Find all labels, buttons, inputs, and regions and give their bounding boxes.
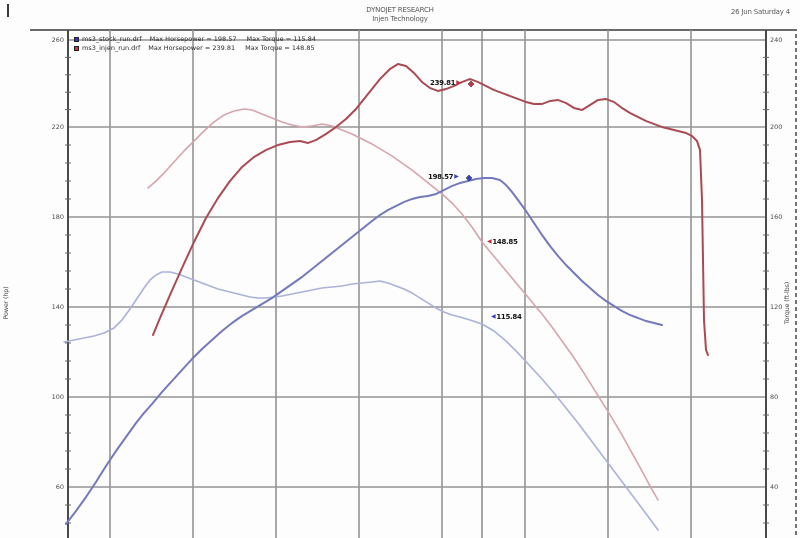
curve-horsepower-run-blue bbox=[65, 177, 663, 525]
right-axis-tick-label: 40 bbox=[770, 483, 779, 491]
header-datetime: 26 Jun Saturday 4 bbox=[730, 8, 790, 16]
right-axis-tick-label: 240 bbox=[770, 36, 783, 44]
left-axis-tick-label: 220 bbox=[51, 123, 64, 131]
legend-row: ms3_injen_run.drf Max Horsepower = 239.81… bbox=[74, 44, 326, 53]
curve-horsepower-run-red bbox=[152, 63, 709, 356]
cursor-value-text: 115.84 bbox=[496, 313, 522, 321]
page-title: DYNOJET RESEARCH bbox=[366, 6, 434, 14]
arrow-left-icon: ◀ bbox=[487, 238, 492, 245]
legend-swatch-icon bbox=[74, 46, 79, 51]
scan-edge-artifact bbox=[7, 4, 9, 17]
legend-run-filename: ms3_stock_run.drf bbox=[82, 35, 142, 43]
left-axis-tick-label: 140 bbox=[51, 303, 64, 311]
cursor-value-text: 198.57 bbox=[428, 173, 454, 181]
right-axis-tick-label: 80 bbox=[770, 393, 779, 401]
curve-torque-run-red bbox=[147, 108, 659, 501]
left-axis-title: Power (hp) bbox=[2, 286, 10, 320]
cursor-value-label: 239.81 ▶ bbox=[430, 79, 462, 87]
legend-row: ms3_stock_run.drf Max Horsepower = 198.57… bbox=[74, 35, 326, 44]
arrow-left-icon: ◀ bbox=[491, 313, 496, 320]
right-axis-tick-label: 200 bbox=[770, 123, 783, 131]
header-center: DYNOJET RESEARCH Injen Technology bbox=[0, 6, 800, 24]
page-subtitle: Injen Technology bbox=[372, 15, 428, 23]
legend-max-torque: Max Torque = 115.84 bbox=[246, 35, 316, 43]
cursor-marker-diamond bbox=[467, 80, 475, 88]
legend-max-horsepower: Max Horsepower = 198.57 bbox=[149, 35, 237, 43]
cursor-value-text: 239.81 bbox=[430, 79, 456, 87]
legend-run-filename: ms3_injen_run.drf bbox=[82, 44, 141, 52]
right-axis-tick-label: 120 bbox=[770, 303, 783, 311]
cursor-value-label: ◀ 115.84 bbox=[490, 313, 522, 321]
cursor-value-label: ◀ 148.85 bbox=[486, 238, 518, 246]
legend-max-horsepower: Max Horsepower = 239.81 bbox=[148, 44, 236, 52]
arrow-right-icon: ▶ bbox=[456, 79, 461, 86]
left-axis-tick-label: 180 bbox=[51, 213, 64, 221]
left-axis-tick-label: 60 bbox=[55, 483, 64, 491]
curve-torque-run-blue bbox=[63, 271, 659, 531]
left-axis-tick-label: 100 bbox=[51, 393, 64, 401]
left-axis-tick-label: 260 bbox=[51, 36, 64, 44]
arrow-right-icon: ▶ bbox=[454, 173, 459, 180]
legend-swatch-icon bbox=[74, 37, 79, 42]
cursor-value-label: 198.57 ▶ bbox=[428, 173, 460, 181]
right-axis-tick-label: 160 bbox=[770, 213, 783, 221]
cursor-value-text: 148.85 bbox=[492, 238, 518, 246]
legend: ms3_stock_run.drf Max Horsepower = 198.57… bbox=[74, 35, 326, 53]
cursor-marker-diamond bbox=[465, 174, 473, 182]
legend-max-torque: Max Torque = 148.85 bbox=[245, 44, 315, 52]
